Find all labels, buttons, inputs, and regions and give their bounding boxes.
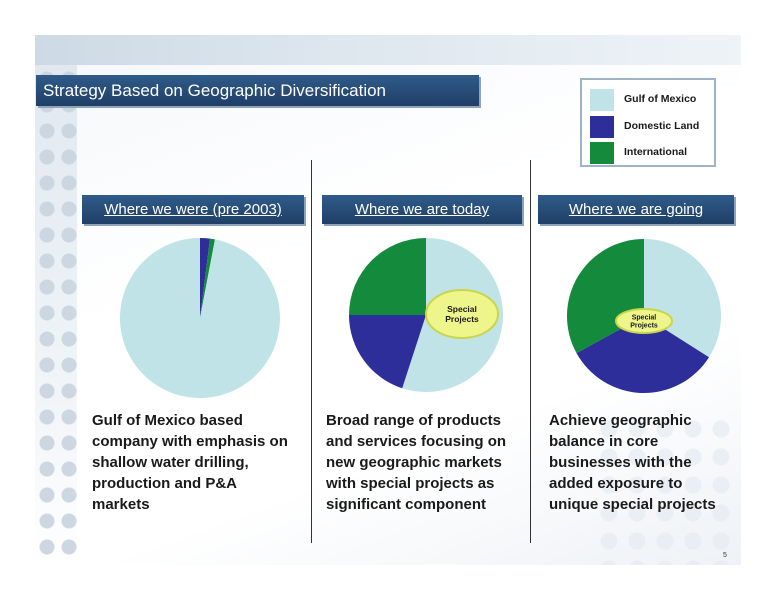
special-projects-label: Special Projects xyxy=(630,314,658,329)
legend-swatch-international xyxy=(590,142,614,164)
pie-slice-domestic-land xyxy=(576,316,710,394)
top-band xyxy=(35,35,741,65)
pie-slice-international xyxy=(200,238,215,318)
legend-swatch-domestic-land xyxy=(590,116,614,138)
column-text-future: Achieve geographic balance in core busin… xyxy=(549,412,716,513)
column-header-today: Where we are today xyxy=(322,195,522,224)
pie-chart-future: Special Projects xyxy=(566,238,721,394)
page-number: 5 xyxy=(723,552,727,559)
special-projects-highlight xyxy=(615,308,673,334)
column-text-today: Broad range of products and services foc… xyxy=(326,412,507,513)
special-projects-label: Special Projects xyxy=(445,304,479,324)
left-texture xyxy=(35,65,77,565)
pie-chart-today: Special Projects xyxy=(349,238,504,392)
column-text-past: Gulf of Mexico based company with emphas… xyxy=(92,412,288,513)
chart-legend: Gulf of Mexico Domestic Land Internation… xyxy=(580,78,716,167)
column-divider xyxy=(530,160,531,543)
pie-slice-domestic-land xyxy=(200,238,211,318)
legend-label: International xyxy=(624,146,688,158)
pie-slice-gulf-of-mexico xyxy=(119,238,280,398)
legend-swatch-gulf-of-mexico xyxy=(590,89,614,111)
slide-title: Strategy Based on Geographic Diversifica… xyxy=(36,75,479,106)
special-projects-highlight xyxy=(425,289,499,339)
pie-slice-international xyxy=(349,238,426,315)
right-texture xyxy=(595,415,741,565)
legend-label: Gulf of Mexico xyxy=(624,93,697,105)
column-header-future: Where we are going xyxy=(538,195,734,224)
pie-chart-past xyxy=(119,238,280,398)
pie-slice-domestic-land xyxy=(349,315,426,389)
legend-label: Domestic Land xyxy=(624,120,700,132)
column-divider xyxy=(311,160,312,543)
column-header-past: Where we were (pre 2003) xyxy=(82,195,304,224)
